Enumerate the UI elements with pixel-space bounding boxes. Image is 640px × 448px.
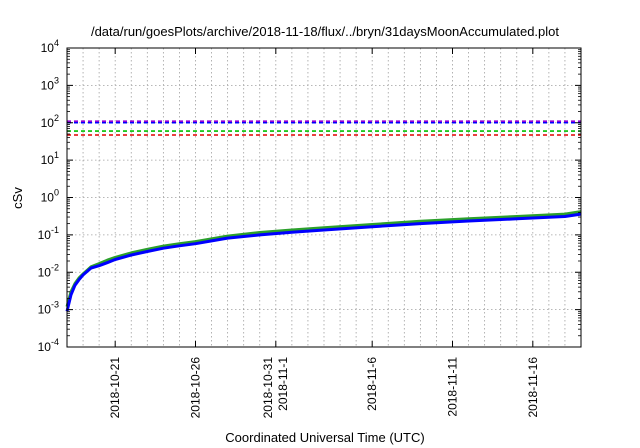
chart-title: /data/run/goesPlots/archive/2018-11-18/f… (91, 24, 559, 39)
y-tick-label: 104 (41, 38, 59, 55)
x-tick-label: 2018-10-21 (108, 357, 122, 419)
x-tick-label: 2018-11-11 (446, 357, 460, 417)
x-tick-label: 2018-10-26 (189, 357, 203, 419)
y-tick-label: 10-3 (38, 300, 59, 317)
x-axis-label: Coordinated Universal Time (UTC) (225, 430, 424, 445)
y-tick-labels: 10-4 10-3 10-2 10-1 100 101 102 103 104 (38, 38, 59, 354)
series-line (65, 212, 582, 312)
y-tick-label: 10-2 (38, 262, 59, 279)
y-tick-label: 103 (41, 75, 59, 92)
x-tick-labels: 2018-10-21 2018-10-26 2018-10-31 2018-11-1 2… (108, 357, 540, 419)
x-tick-label: 2018-11-1 (276, 357, 290, 411)
y-tick-label: 101 (41, 150, 59, 167)
y-tick-label: 10-4 (38, 337, 59, 354)
series-lines (65, 210, 582, 312)
reference-lines (67, 120, 581, 136)
x-tick-label: 2018-11-16 (526, 357, 540, 418)
grid (67, 48, 581, 347)
y-tick-label: 102 (41, 113, 59, 130)
x-tick-label: 2018-11-6 (365, 357, 379, 411)
axis-ticks (67, 47, 581, 348)
x-tick-label: 2018-10-31 (261, 357, 275, 419)
y-axis-label: cSv (10, 187, 25, 209)
y-tick-label: 10-1 (38, 225, 59, 242)
y-tick-label: 100 (41, 188, 59, 205)
